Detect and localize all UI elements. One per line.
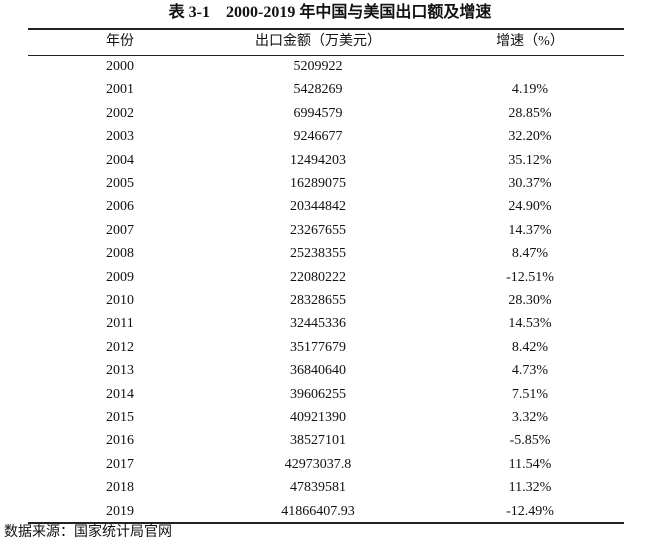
table-cell: 14.53% — [508, 316, 552, 332]
table-cell: 39606255 — [290, 386, 346, 402]
table-cell: 6994579 — [293, 105, 343, 121]
table-cell: 2005 — [106, 176, 134, 191]
table-cell: 2010 — [106, 293, 134, 308]
table-cell: 2015 — [106, 410, 134, 425]
table-cell: 22080222 — [290, 269, 346, 285]
bottom-rule — [28, 522, 624, 524]
table-cell: 9246677 — [293, 129, 343, 145]
table-cell: 28.85% — [508, 105, 552, 121]
table-cell: 2006 — [106, 199, 134, 215]
table-cell: 12494203 — [290, 152, 346, 168]
table-cell: 42973037.8 — [284, 456, 352, 472]
table-cell: 2013 — [106, 363, 134, 379]
table-cell: 2017 — [106, 456, 134, 472]
table-cell: 5209922 — [293, 59, 343, 74]
table-cell: 11.54% — [508, 456, 552, 472]
table-cell: 2016 — [106, 433, 134, 449]
table-cell: 2007 — [106, 222, 134, 238]
table-cell: 28328655 — [290, 293, 346, 308]
table-cell: 16289075 — [290, 176, 346, 191]
table-cell: 2012 — [106, 339, 134, 355]
table-cell: 2008 — [106, 246, 134, 262]
table-cell: 2003 — [106, 129, 134, 145]
table-cell: 32445336 — [290, 316, 346, 332]
table-cell: 5428269 — [293, 82, 343, 98]
table-cell: -5.85% — [509, 433, 551, 449]
table-cell: 25238355 — [290, 246, 346, 262]
table-cell: 35177679 — [290, 339, 346, 355]
table-cell: 23267655 — [290, 222, 346, 238]
table-cell: 35.12% — [508, 152, 552, 168]
table-cell: 2018 — [106, 480, 134, 496]
table-cell: 32.20% — [508, 129, 552, 145]
table-cell: 8.47% — [511, 246, 549, 262]
table-cell: 41866407.93 — [281, 503, 355, 519]
table-cell: 4.19% — [511, 82, 549, 98]
table-cell: 2000 — [106, 59, 134, 74]
table-title: 表 3-1 2000-2019 年中国与美国出口额及增速 — [168, 4, 492, 21]
table-cell: 36840640 — [290, 363, 346, 379]
table-cell: 2001 — [106, 82, 134, 98]
header-cell: 出口金额（万美元） — [255, 34, 381, 49]
table-cell: 28.30% — [508, 293, 552, 308]
table-cell: 7.51% — [511, 386, 549, 402]
table-cell: 47839581 — [290, 480, 346, 496]
table-cell: 2011 — [106, 316, 134, 332]
table-cell: 2014 — [106, 386, 134, 402]
table-cell: 2004 — [106, 152, 134, 168]
table-cell: 38527101 — [290, 433, 346, 449]
table-cell: -12.49% — [506, 503, 554, 519]
table-cell: 30.37% — [508, 176, 552, 191]
table-cell: -12.51% — [506, 269, 554, 285]
table-cell: 20344842 — [290, 199, 346, 215]
table-cell: 14.37% — [508, 222, 552, 238]
header-cell: 年份 — [106, 34, 134, 49]
table-cell: 11.32% — [508, 480, 552, 496]
table-cell: 3.32% — [511, 410, 549, 425]
table-cell: 24.90% — [508, 199, 552, 215]
table-cell: 2009 — [106, 269, 134, 285]
table-cell: 8.42% — [511, 339, 549, 355]
table-cell: 40921390 — [290, 410, 346, 425]
table-cell: 4.73% — [511, 363, 549, 379]
header-cell: 增速（%） — [496, 34, 564, 49]
top-rule — [28, 28, 624, 30]
header-rule — [28, 55, 624, 56]
source-note: 数据来源：国家统计局官网 — [4, 525, 172, 540]
table-cell: 2002 — [106, 105, 134, 121]
table-cell: 2019 — [106, 503, 134, 519]
